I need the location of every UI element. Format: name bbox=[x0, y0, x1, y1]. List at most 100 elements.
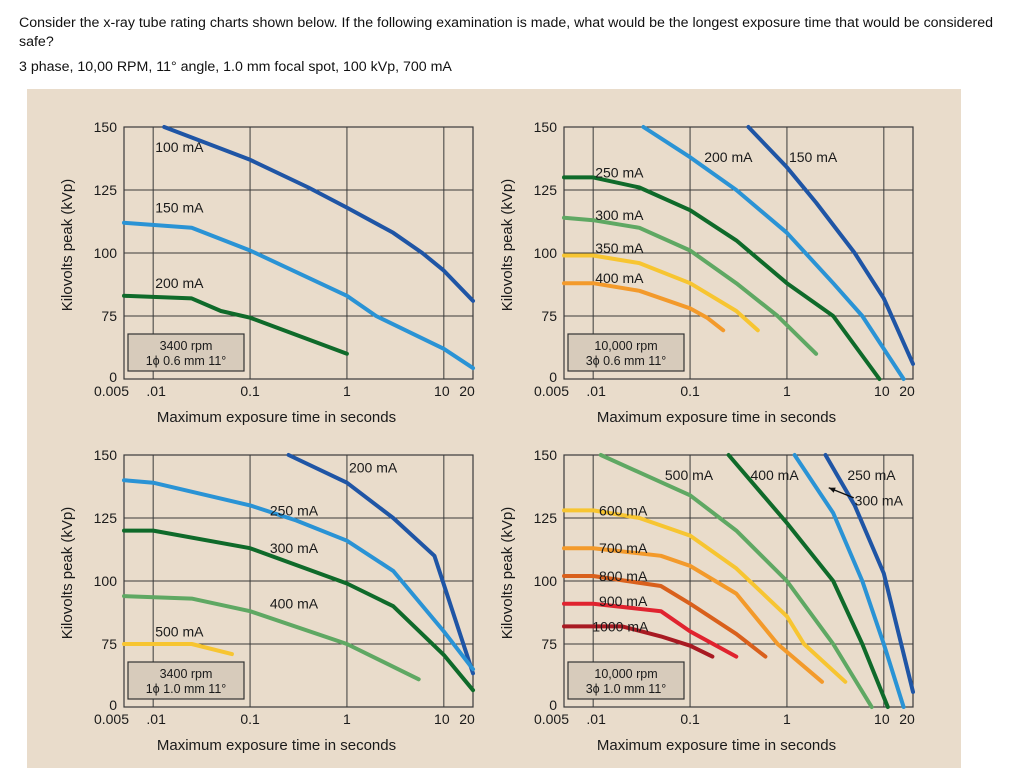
x-tick-label: 0.1 bbox=[680, 383, 700, 399]
x-axis-title: Maximum exposure time in seconds bbox=[597, 409, 836, 426]
x-tick-label: 0.005 bbox=[94, 711, 129, 727]
series-1000-ma bbox=[562, 624, 715, 659]
curve-label-500-ma: 500 mA bbox=[155, 623, 204, 639]
y-tick-label: 125 bbox=[94, 510, 118, 526]
series-100-ma bbox=[162, 125, 475, 303]
series-900-ma bbox=[562, 601, 739, 659]
curve-label-400-ma: 400 mA bbox=[750, 467, 799, 483]
x-tick-label: .01 bbox=[586, 711, 606, 727]
series-350-ma bbox=[562, 253, 760, 333]
curve-label-400-ma: 400 mA bbox=[270, 596, 319, 612]
x-axis-title: Maximum exposure time in seconds bbox=[157, 737, 396, 754]
x-tick-label: 0.1 bbox=[680, 711, 700, 727]
x-tick-label: 1 bbox=[783, 711, 791, 727]
curve-label-150-ma: 150 mA bbox=[789, 149, 838, 165]
y-tick-label: 100 bbox=[94, 573, 118, 589]
series-500-ma bbox=[122, 642, 234, 657]
series-400-ma bbox=[726, 453, 890, 709]
series-300-ma bbox=[792, 453, 906, 709]
x-tick-label: 1 bbox=[343, 383, 351, 399]
y-tick-label: 75 bbox=[101, 308, 117, 324]
y-tick-label: 75 bbox=[541, 636, 557, 652]
x-tick-label: 1 bbox=[343, 711, 351, 727]
series-400-ma bbox=[122, 594, 421, 682]
curve-label-150-ma: 150 mA bbox=[155, 200, 204, 216]
curve-label-500-ma: 500 mA bbox=[665, 467, 714, 483]
x-tick-label: .01 bbox=[146, 711, 166, 727]
info-box bbox=[127, 333, 245, 372]
series-500-ma bbox=[598, 453, 874, 709]
question-block: Consider the x-ray tube rating charts sh… bbox=[19, 14, 1014, 77]
y-axis-title: Kilovolts peak (kVp) bbox=[59, 507, 76, 640]
curve-label-600-ma: 600 mA bbox=[599, 502, 648, 518]
curve-label-700-ma: 700 mA bbox=[599, 540, 648, 556]
y-tick-label: 75 bbox=[541, 308, 557, 324]
series-150-ma bbox=[122, 220, 475, 371]
curve-label-300-ma: 300 mA bbox=[855, 492, 904, 508]
info-box-line-1: 10,000 rpm bbox=[594, 667, 657, 681]
curve-label-100-ma: 100 mA bbox=[155, 139, 204, 155]
series-700-ma bbox=[562, 546, 824, 684]
series-800-ma bbox=[562, 574, 768, 659]
curve-label-300-ma: 300 mA bbox=[595, 207, 644, 223]
series-200-ma bbox=[641, 125, 906, 381]
series-400-ma bbox=[562, 281, 726, 333]
x-axis-title: Maximum exposure time in seconds bbox=[597, 737, 836, 754]
x-tick-label: 20 bbox=[899, 383, 915, 399]
info-box-line-1: 10,000 rpm bbox=[594, 339, 657, 353]
x-axis-title: Maximum exposure time in seconds bbox=[157, 409, 396, 426]
y-tick-label: 0 bbox=[549, 369, 557, 385]
info-box-line-2: 1ϕ 1.0 mm 11° bbox=[146, 682, 227, 696]
x-tick-label: 0.005 bbox=[534, 711, 569, 727]
series-300-ma bbox=[122, 528, 475, 693]
x-tick-label: 0.005 bbox=[94, 383, 129, 399]
y-tick-label: 100 bbox=[534, 245, 558, 261]
series-150-ma bbox=[746, 125, 915, 366]
y-tick-label: 125 bbox=[534, 182, 558, 198]
y-axis-title: Kilovolts peak (kVp) bbox=[499, 507, 516, 640]
curve-label-250-ma: 250 mA bbox=[595, 164, 644, 180]
x-tick-label: 10 bbox=[434, 711, 450, 727]
info-box bbox=[567, 333, 685, 372]
y-tick-label: 150 bbox=[534, 119, 558, 135]
curve-label-300-ma: 300 mA bbox=[270, 540, 319, 556]
series-200-ma bbox=[122, 293, 349, 356]
y-axis-title: Kilovolts peak (kVp) bbox=[59, 179, 76, 312]
y-tick-label: 150 bbox=[94, 119, 118, 135]
y-tick-label: 125 bbox=[534, 510, 558, 526]
x-tick-label: 10 bbox=[434, 383, 450, 399]
question-parameters: 3 phase, 10,00 RPM, 11° angle, 1.0 mm fo… bbox=[19, 59, 452, 75]
y-tick-label: 150 bbox=[534, 447, 558, 463]
info-box-line-2: 3ϕ 0.6 mm 11° bbox=[586, 354, 667, 368]
annotation-arrow-head bbox=[828, 487, 836, 493]
series-250-ma bbox=[823, 453, 915, 694]
curve-label-250-ma: 250 mA bbox=[847, 467, 896, 483]
x-tick-label: .01 bbox=[146, 383, 166, 399]
info-box bbox=[127, 661, 245, 700]
curve-label-200-ma: 200 mA bbox=[155, 275, 204, 291]
y-tick-label: 0 bbox=[109, 697, 117, 713]
curve-label-800-ma: 800 mA bbox=[599, 568, 648, 584]
curve-label-250-ma: 250 mA bbox=[270, 502, 319, 518]
y-tick-label: 75 bbox=[101, 636, 117, 652]
info-box-line-1: 3400 rpm bbox=[160, 339, 213, 353]
y-tick-label: 150 bbox=[94, 447, 118, 463]
x-tick-label: 0.005 bbox=[534, 383, 569, 399]
curve-label-350-ma: 350 mA bbox=[595, 240, 644, 256]
x-tick-label: 20 bbox=[899, 711, 915, 727]
y-tick-label: 100 bbox=[94, 245, 118, 261]
series-250-ma bbox=[562, 175, 882, 381]
x-tick-label: 10 bbox=[874, 711, 890, 727]
info-box-line-2: 1ϕ 0.6 mm 11° bbox=[146, 354, 227, 368]
curve-label-200-ma: 200 mA bbox=[704, 149, 753, 165]
y-tick-label: 100 bbox=[534, 573, 558, 589]
series-250-ma bbox=[122, 478, 475, 672]
info-box-line-1: 3400 rpm bbox=[160, 667, 213, 681]
y-axis-title: Kilovolts peak (kVp) bbox=[499, 179, 516, 312]
curve-label-200-ma: 200 mA bbox=[349, 460, 398, 476]
x-tick-label: 0.1 bbox=[240, 711, 260, 727]
